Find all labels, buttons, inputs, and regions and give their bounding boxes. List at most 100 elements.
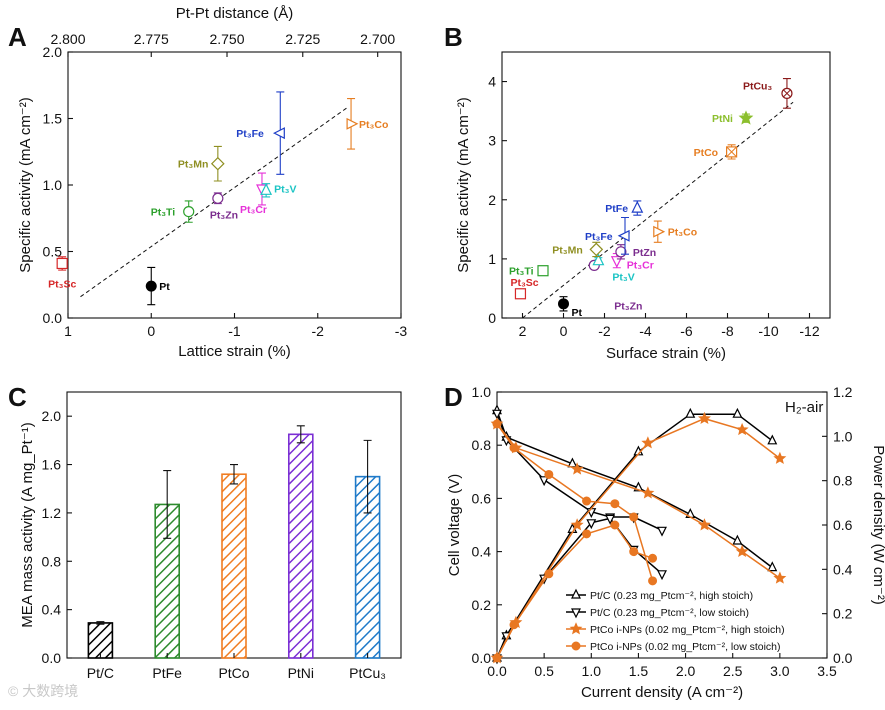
d-series-point bbox=[605, 514, 616, 525]
panel-d-legend: Pt/C (0.23 mg_Ptcm⁻², high stoich) Pt/C (… bbox=[566, 588, 785, 653]
d-x-tick-label: 1.0 bbox=[582, 663, 602, 679]
a-x-tick-label: -1 bbox=[228, 323, 241, 339]
c-y-tick-label: 0.8 bbox=[42, 553, 62, 569]
a-top-tick-label: 2.700 bbox=[360, 31, 395, 47]
b-y-tick-label: 2 bbox=[488, 192, 496, 208]
c-bar bbox=[87, 622, 114, 659]
d-series-point bbox=[539, 476, 550, 487]
a-point-label: Pt₃Ti bbox=[151, 207, 176, 219]
d-series-point bbox=[586, 519, 597, 530]
panel-d-left-ticks: 0.0 0.2 0.4 0.6 0.8 1.0 bbox=[472, 384, 502, 666]
d-legend-label: Pt/C (0.23 mg_Ptcm⁻², low stoich) bbox=[590, 607, 749, 619]
b-data-point-cross bbox=[726, 146, 737, 158]
d-series-point bbox=[610, 499, 620, 509]
c-error-bar bbox=[230, 463, 238, 485]
panel-c: C 0.0 0.4 0.8 1.2 1.6 2.0 Pt/C PtFe PtCo PtNi PtC… bbox=[8, 382, 402, 681]
d-series-point bbox=[732, 534, 743, 545]
d-right-tick-label: 0.0 bbox=[833, 650, 853, 666]
c-error-bar bbox=[163, 470, 172, 539]
d-series-point bbox=[732, 407, 743, 418]
panel-c-category-labels: Pt/C PtFe PtCo PtNi PtCu₃ bbox=[87, 653, 386, 681]
panel-a: A 1 0 -1 -2 -3 2.800 2.775 2.750 2.725 2.700 0.0… bbox=[8, 5, 407, 360]
d-x-tick-label: 2.0 bbox=[676, 663, 696, 679]
c-error-bar bbox=[363, 439, 372, 514]
d-series-point bbox=[641, 486, 655, 499]
b-point-label: Pt₃Cr bbox=[627, 260, 654, 272]
d-series-line bbox=[496, 517, 663, 659]
b-x-tick-label: -2 bbox=[598, 323, 611, 339]
panel-d-x-axis-label: Current density (A cm⁻²) bbox=[581, 684, 743, 701]
panel-a-x-axis-label: Lattice strain (%) bbox=[178, 343, 291, 360]
b-x-tick-label: -4 bbox=[639, 323, 652, 339]
b-point-label: Pt bbox=[572, 307, 583, 319]
a-data-point bbox=[145, 280, 157, 292]
panel-d-right-axis-label: Power density (W cm⁻²) bbox=[870, 445, 885, 605]
c-category-label: PtFe bbox=[152, 665, 182, 681]
d-series-point bbox=[735, 544, 749, 558]
d-series-point bbox=[582, 529, 592, 539]
d-series-point bbox=[492, 653, 502, 663]
d-series-point bbox=[492, 409, 502, 420]
a-point-label: Pt₃Mn bbox=[178, 159, 209, 171]
panel-a-plot-frame bbox=[67, 51, 402, 319]
a-point-label: Pt₃V bbox=[274, 183, 296, 195]
d-y-tick-label: 0.0 bbox=[472, 650, 492, 666]
c-y-tick-label: 0.0 bbox=[42, 650, 62, 666]
d-series-point bbox=[648, 553, 658, 563]
a-data-point bbox=[346, 117, 359, 130]
a-x-tick-label: 0 bbox=[147, 323, 155, 339]
d-series-point bbox=[657, 570, 667, 581]
b-point-label: Pt₃Fe bbox=[585, 231, 613, 243]
d-series-point bbox=[767, 561, 778, 572]
b-data-point bbox=[610, 256, 623, 269]
panel-a-letter: A bbox=[8, 22, 27, 52]
d-series-point bbox=[685, 407, 696, 418]
d-series-point bbox=[697, 411, 711, 425]
panel-d-annotation: H₂-air bbox=[785, 399, 823, 416]
b-data-point bbox=[653, 225, 666, 238]
d-series-point bbox=[582, 496, 592, 506]
d-legend-marker bbox=[569, 622, 583, 635]
d-series-point bbox=[773, 451, 787, 464]
d-series-point bbox=[767, 434, 778, 445]
d-series-point bbox=[641, 436, 655, 449]
c-category-label: PtNi bbox=[288, 665, 314, 681]
d-right-tick-label: 0.4 bbox=[833, 561, 853, 577]
b-data-point bbox=[615, 246, 627, 258]
d-y-tick-label: 1.0 bbox=[472, 384, 492, 400]
d-legend-label: PtCo i-NPs (0.02 mg_Ptcm⁻², low stoich) bbox=[590, 641, 781, 653]
panel-d-letter: D bbox=[444, 382, 463, 412]
d-legend-marker bbox=[571, 641, 581, 651]
b-point-label: PtZn bbox=[633, 247, 656, 259]
panel-a-data: Pt Pt₃Sc Pt₃Ti Pt₃Zn Pt₃Mn Pt₃Cr Pt₃V Pt₃Fe Pt₃C… bbox=[48, 91, 388, 306]
b-point-label: PtCu₃ bbox=[743, 80, 772, 92]
b-point-label: Pt₃V bbox=[612, 272, 634, 284]
panel-b-plot-frame bbox=[501, 51, 831, 319]
c-y-tick-label: 1.6 bbox=[42, 457, 62, 473]
b-fit-line bbox=[522, 101, 794, 319]
d-series-point bbox=[544, 569, 554, 579]
d-right-tick-label: 1.2 bbox=[833, 384, 853, 400]
d-y-tick-label: 0.6 bbox=[472, 490, 492, 506]
d-x-tick-label: 3.5 bbox=[817, 663, 837, 679]
c-category-label: PtCu₃ bbox=[349, 665, 386, 681]
d-series-point bbox=[509, 443, 519, 453]
b-y-tick-label: 0 bbox=[488, 310, 496, 326]
a-data-point bbox=[210, 156, 225, 171]
panel-d-right-ticks: 0.0 0.2 0.4 0.6 0.8 1.0 1.2 bbox=[822, 384, 853, 666]
a-point-label: Pt₃Sc bbox=[48, 278, 76, 290]
panel-a-top-ticks: 2.800 2.775 2.750 2.725 2.700 bbox=[50, 31, 395, 57]
panel-b-x-ticks: 2 0 -2 -4 -6 -8 -10 -12 bbox=[519, 313, 820, 339]
b-data-point bbox=[589, 242, 604, 257]
b-data-point bbox=[592, 253, 605, 266]
b-data-point bbox=[514, 288, 527, 300]
a-top-tick-label: 2.800 bbox=[50, 31, 85, 47]
c-error-bar bbox=[96, 621, 105, 625]
b-point-label: Pt₃Co bbox=[668, 227, 697, 239]
a-top-tick-label: 2.725 bbox=[285, 31, 320, 47]
b-data-point bbox=[738, 110, 754, 125]
c-y-tick-label: 0.4 bbox=[42, 602, 62, 618]
d-series-point bbox=[629, 547, 639, 557]
d-legend-marker bbox=[571, 588, 581, 599]
